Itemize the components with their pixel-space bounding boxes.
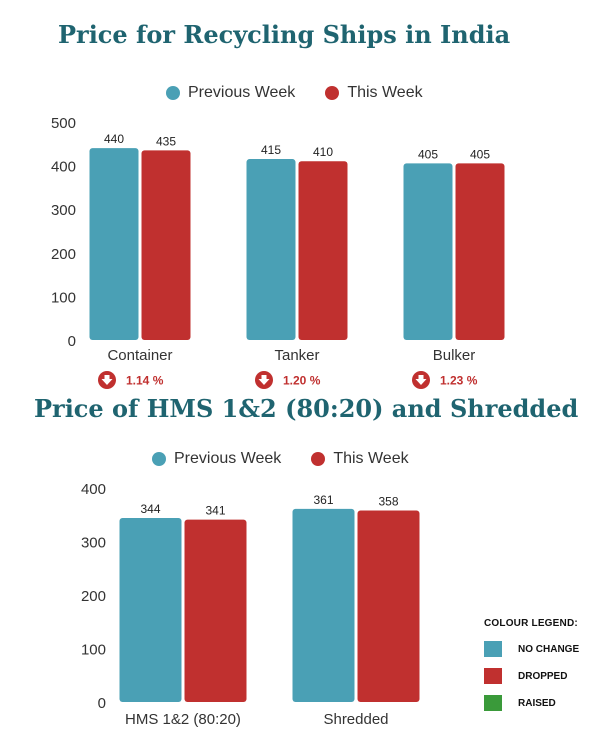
chart1-value-label-bulker-previous-week: 405 [418, 147, 438, 161]
legend2-previous-week-label: Previous Week [174, 450, 282, 467]
chart1-bar-bulker-previous-week [403, 163, 453, 340]
colour-legend-row-no-change: NO CHANGE [484, 641, 594, 657]
colour-legend-label-no-change: NO CHANGE [518, 643, 580, 655]
chart2-ytick-200: 200 [81, 588, 106, 605]
colour-legend-label-dropped: DROPPED [518, 670, 568, 682]
chart1-value-label-container-previous-week: 440 [104, 132, 124, 146]
chart2-value-label-shredded-previous-week: 361 [313, 493, 333, 507]
chart1-ytick-200: 200 [51, 246, 76, 263]
chart1-value-label-tanker-this-week: 410 [313, 145, 333, 159]
chart1-title: Price for Recycling Ships in India [58, 20, 511, 49]
colour-legend-row-raised: RAISED [484, 695, 594, 711]
chart2-category-label-hms-1-2-80-20: HMS 1&2 (80:20) [125, 711, 241, 728]
chart1-change-bulker: 1.23 % [412, 371, 478, 389]
legend2-this-week-swatch [311, 452, 326, 466]
colour-legend: COLOUR LEGEND: NO CHANGE DROPPED RAISED [484, 618, 594, 722]
chart1-bar-container-this-week [141, 150, 191, 340]
legend-this-week-swatch [325, 86, 340, 100]
chart2-bar-shredded-previous-week [292, 508, 355, 702]
down-arrow-glyph-icon [415, 375, 427, 385]
chart1-bar-tanker-previous-week [246, 159, 296, 340]
chart1-change-text-tanker: 1.20 % [283, 374, 321, 388]
colour-legend-swatch-dropped [484, 668, 502, 684]
colour-legend-swatch-raised [484, 695, 502, 711]
chart1-category-label-tanker: Tanker [274, 347, 319, 364]
chart1-ytick-500: 500 [51, 115, 76, 132]
chart1-bar-container-previous-week [89, 148, 139, 340]
chart2-value-label-shredded-this-week: 358 [378, 494, 398, 508]
chart1-change-text-container: 1.14 % [126, 374, 164, 388]
chart2-plot: 0 100 200 300 400 344 341 HMS 1&2 (80:20) 361 358… [81, 481, 420, 728]
chart2-value-label-hms-1-2-80-20-this-week: 341 [205, 504, 225, 518]
chart1-value-label-container-this-week: 435 [156, 134, 176, 148]
chart2-ytick-300: 300 [81, 535, 106, 552]
chart2-bar-hms-1-2-80-20-this-week [184, 519, 247, 702]
chart1-bar-bulker-this-week [455, 163, 505, 340]
chart1-ytick-400: 400 [51, 159, 76, 176]
chart1-ytick-0: 0 [68, 333, 76, 350]
legend2-previous-week-swatch [152, 452, 166, 466]
down-arrow-glyph-icon [258, 375, 270, 385]
down-arrow-glyph-icon [101, 375, 113, 385]
chart1-legend: Previous Week This Week [166, 84, 445, 102]
chart1-bar-tanker-this-week [298, 161, 348, 340]
legend-previous-week-swatch [166, 86, 180, 100]
chart2-ytick-0: 0 [98, 695, 106, 712]
legend-this-week-label: This Week [347, 84, 423, 101]
colour-legend-label-raised: RAISED [518, 697, 556, 709]
chart1-change-tanker: 1.20 % [255, 371, 321, 389]
chart2-ytick-100: 100 [81, 642, 106, 659]
colour-legend-swatch-no-change [484, 641, 502, 657]
chart2-title: Price of HMS 1&2 (80:20) and Shredded [34, 394, 579, 423]
colour-legend-header: COLOUR LEGEND: [484, 618, 578, 629]
chart1-ytick-100: 100 [51, 289, 76, 306]
chart2-bar-shredded-this-week [357, 510, 420, 702]
colour-legend-row-dropped: DROPPED [484, 668, 594, 684]
chart2-ytick-400: 400 [81, 481, 106, 498]
chart1-change-text-bulker: 1.23 % [440, 374, 478, 388]
chart1-change-container: 1.14 % [98, 371, 164, 389]
chart2-value-label-hms-1-2-80-20-previous-week: 344 [140, 502, 160, 516]
chart1-ytick-300: 300 [51, 202, 76, 219]
legend-previous-week-label: Previous Week [188, 84, 296, 101]
chart2-bar-hms-1-2-80-20-previous-week [119, 517, 182, 702]
chart2-legend: Previous Week This Week [152, 450, 431, 468]
chart1-value-label-tanker-previous-week: 415 [261, 143, 281, 157]
chart1-category-label-bulker: Bulker [433, 347, 476, 364]
chart1-plot: 0 100 200 300 400 500 440 435 Container 1.14 % 415… [51, 115, 505, 389]
chart1-category-label-container: Container [107, 347, 172, 364]
chart2-category-label-shredded: Shredded [323, 711, 388, 728]
chart1-value-label-bulker-this-week: 405 [470, 147, 490, 161]
legend2-this-week-label: This Week [333, 450, 409, 467]
